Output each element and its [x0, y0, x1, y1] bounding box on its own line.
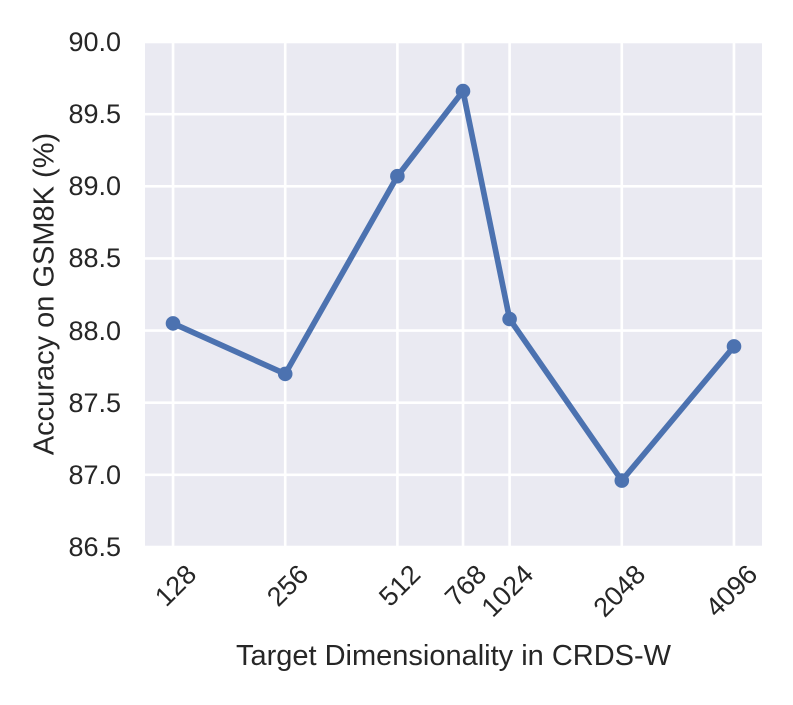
data-point-marker: [502, 311, 517, 327]
plot-background: [145, 42, 762, 547]
y-tick-label: 87.5: [68, 387, 121, 418]
y-tick-label: 89.5: [68, 99, 121, 130]
y-tick-label: 86.5: [68, 532, 121, 562]
data-point-marker: [165, 316, 181, 331]
y-tick-label: 87.0: [68, 459, 121, 490]
y-tick-label: 88.0: [68, 315, 121, 346]
data-point-marker: [726, 339, 742, 354]
y-tick-label: 88.5: [68, 243, 121, 274]
data-point-marker: [614, 473, 630, 488]
data-point-marker: [390, 168, 405, 184]
data-point-marker: [455, 83, 471, 99]
x-axis-label: Target Dimensionality in CRDS-W: [235, 640, 672, 672]
y-tick-label: 90.0: [68, 27, 121, 57]
data-point-marker: [277, 366, 293, 382]
y-tick-label: 89.0: [68, 171, 121, 202]
y-axis-label: Accuracy on GSM8K (%): [28, 132, 61, 456]
